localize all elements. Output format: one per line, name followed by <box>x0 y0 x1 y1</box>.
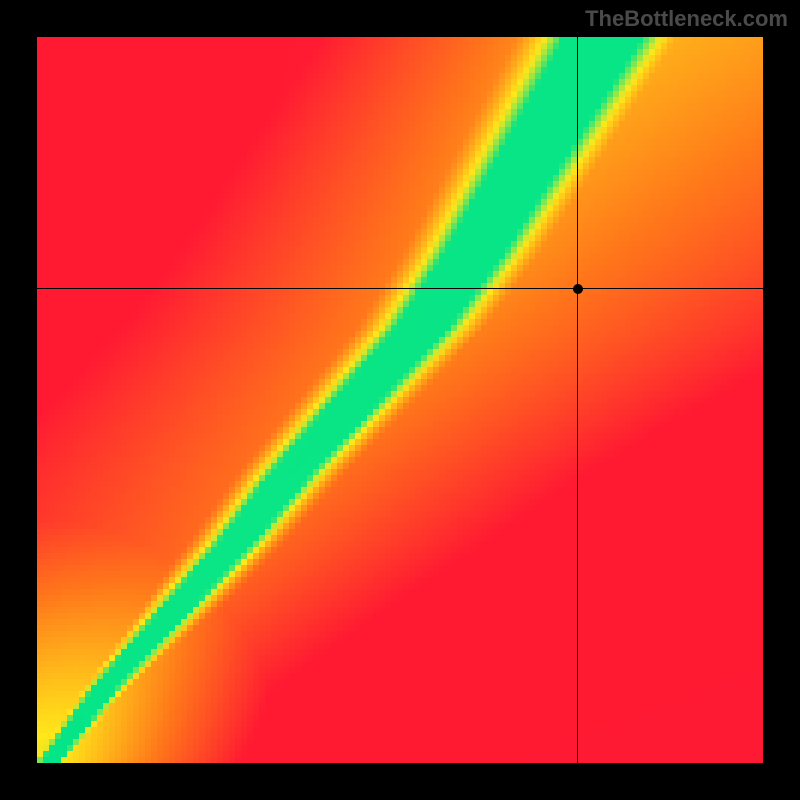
plot-area <box>37 37 763 763</box>
crosshair-horizontal <box>37 288 763 289</box>
chart-container: TheBottleneck.com <box>0 0 800 800</box>
heatmap-canvas <box>37 37 763 763</box>
crosshair-vertical <box>577 37 578 763</box>
crosshair-marker <box>573 284 583 294</box>
watermark-text: TheBottleneck.com <box>585 6 788 32</box>
